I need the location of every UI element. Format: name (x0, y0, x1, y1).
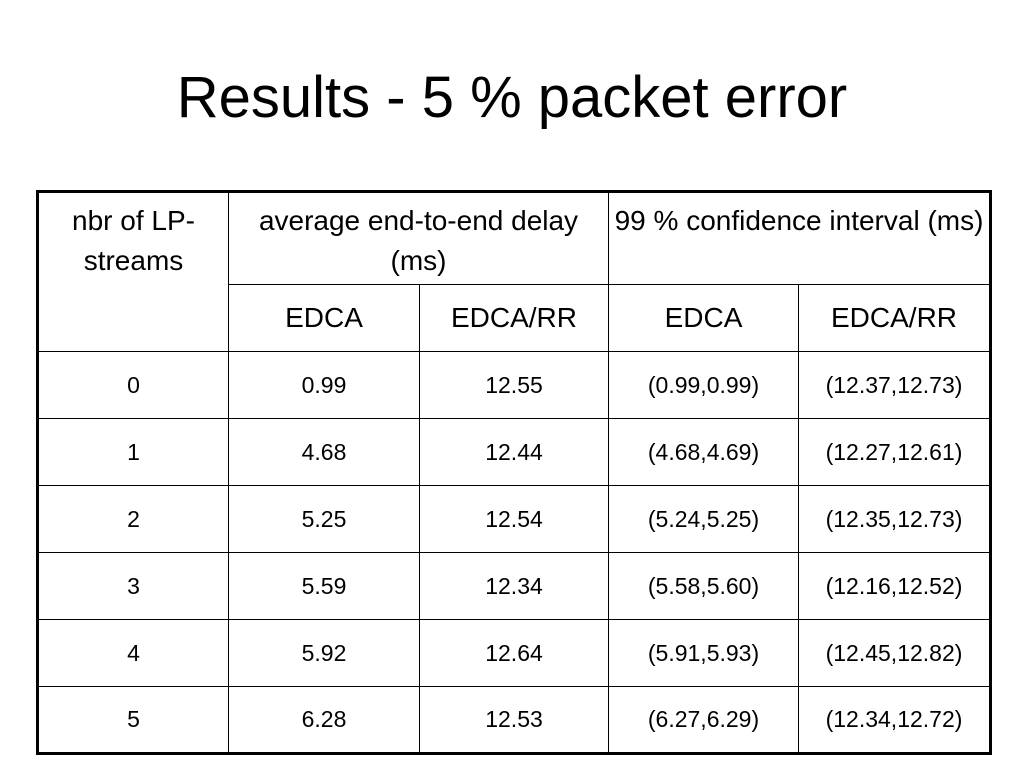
data-cell: (12.37,12.73) (797, 351, 992, 419)
data-cell: 0 (37, 351, 229, 419)
data-cell: (5.24,5.25) (608, 485, 799, 553)
data-row: 0 0.99 12.55 (0.99,0.99) (12.37,12.73) (37, 351, 992, 419)
data-cell: 12.54 (419, 485, 609, 553)
data-cell: 5 (37, 686, 229, 754)
data-row: 1 4.68 12.44 (4.68,4.69) (12.27,12.61) (37, 418, 992, 486)
data-cell: 3 (37, 552, 229, 620)
data-row: 4 5.92 12.64 (5.91,5.93) (12.45,12.82) (37, 619, 992, 687)
data-cell: 12.53 (419, 686, 609, 754)
subheader-cell: EDCA/RR (797, 284, 992, 352)
data-cell: (6.27,6.29) (608, 686, 799, 754)
data-cell: 2 (37, 485, 229, 553)
data-cell: 1 (37, 418, 229, 486)
data-cell: (12.35,12.73) (797, 485, 992, 553)
subheader-cell: EDCA (608, 284, 799, 352)
data-cell: (12.34,12.72) (797, 686, 992, 754)
data-cell: (0.99,0.99) (608, 351, 799, 419)
data-cell: (5.91,5.93) (608, 619, 799, 687)
data-row: 2 5.25 12.54 (5.24,5.25) (12.35,12.73) (37, 485, 992, 553)
data-cell: (12.16,12.52) (797, 552, 992, 620)
header-row: nbr of LP-streams average end-to-end del… (37, 191, 992, 352)
data-cell: (5.58,5.60) (608, 552, 799, 620)
data-cell: 0.99 (228, 351, 420, 419)
subheader-cell: EDCA/RR (419, 284, 609, 352)
data-cell: 12.34 (419, 552, 609, 620)
data-cell: 12.55 (419, 351, 609, 419)
data-cell: 6.28 (228, 686, 420, 754)
header-cell: 99 % confidence interval (ms) (607, 191, 992, 285)
data-cell: 4 (37, 619, 229, 687)
header-cell: average end-to-end delay (ms) (228, 191, 609, 285)
data-cell: (12.45,12.82) (797, 619, 992, 687)
data-cell: 4.68 (228, 418, 420, 486)
data-cell: 12.44 (419, 418, 609, 486)
slide-title: Results - 5 % packet error (176, 65, 848, 130)
data-row: 3 5.59 12.34 (5.58,5.60) (12.16,12.52) (37, 552, 992, 620)
results-table: nbr of LP-streams average end-to-end del… (36, 190, 993, 755)
data-row: 5 6.28 12.53 (6.27,6.29) (12.34,12.72) (37, 686, 992, 754)
data-cell: 5.92 (228, 619, 420, 687)
subheader-cell: EDCA (228, 284, 420, 352)
data-cell: 5.59 (228, 552, 420, 620)
data-cell: 12.64 (419, 619, 609, 687)
data-cell: 5.25 (228, 485, 420, 553)
data-cell: (12.27,12.61) (797, 418, 992, 486)
data-cell: (4.68,4.69) (608, 418, 799, 486)
header-cell: nbr of LP-streams (37, 191, 229, 352)
